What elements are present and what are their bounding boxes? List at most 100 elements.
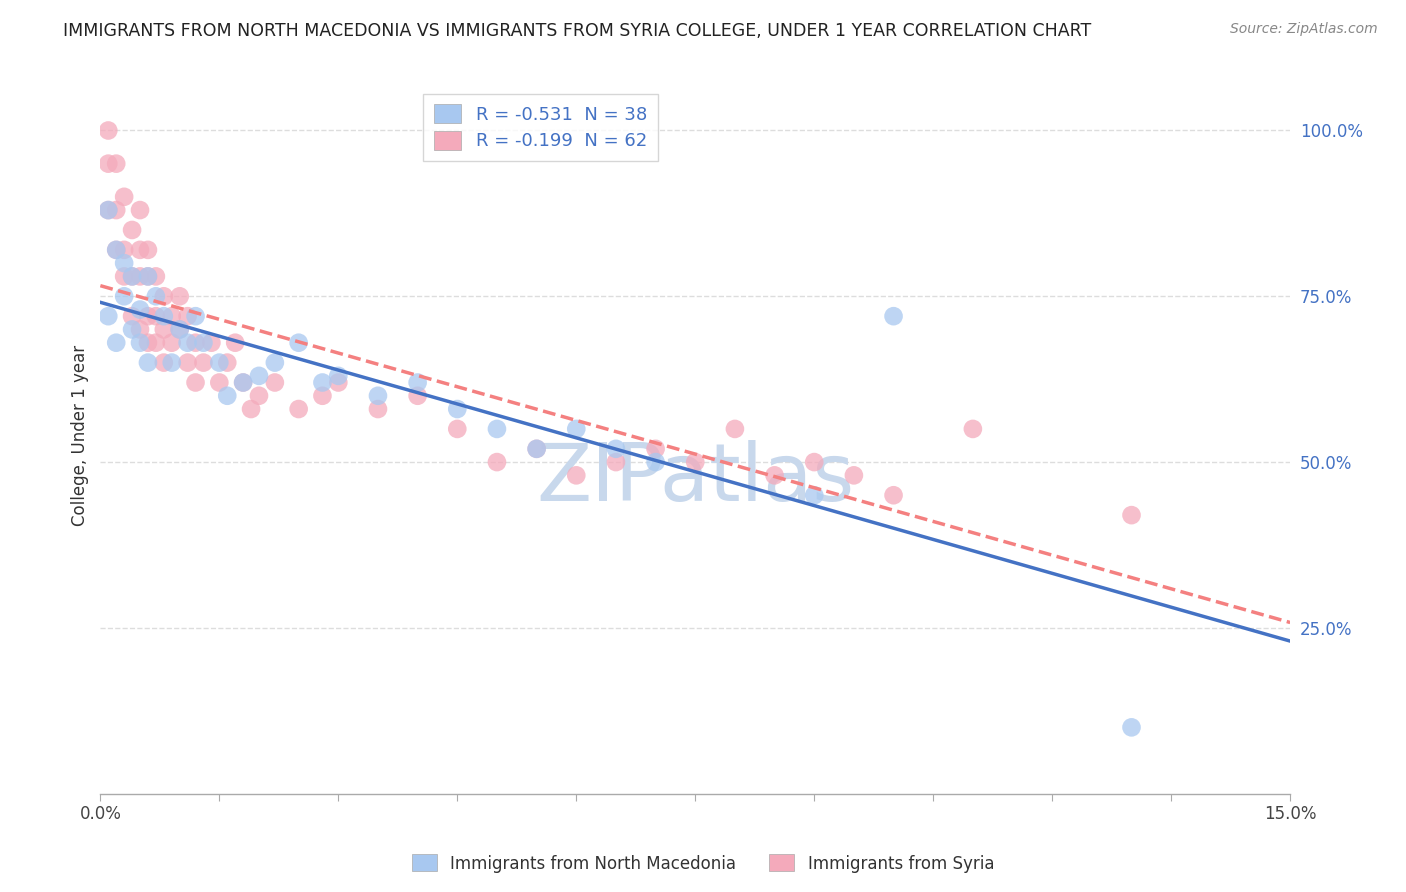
Point [136,243,159,257]
Point [367,402,389,417]
Point [193,356,215,370]
Point [160,335,183,350]
Legend: Immigrants from North Macedonia, Immigrants from Syria: Immigrants from North Macedonia, Immigra… [405,847,1001,880]
Point [129,302,152,317]
Point [105,335,128,350]
Point [136,335,159,350]
Point [112,243,135,257]
Point [485,422,508,436]
Point [105,243,128,257]
Point [683,455,706,469]
Point [644,455,666,469]
Point [105,203,128,218]
Legend: R = -0.531  N = 38, R = -0.199  N = 62: R = -0.531 N = 38, R = -0.199 N = 62 [423,94,658,161]
Point [121,322,143,336]
Point [129,243,152,257]
Point [263,356,285,370]
Point [247,389,270,403]
Point [526,442,548,456]
Point [145,289,167,303]
Point [328,376,350,390]
Point [1121,508,1143,523]
Point [145,269,167,284]
Point [883,488,905,502]
Point [406,376,429,390]
Point [842,468,865,483]
Text: IMMIGRANTS FROM NORTH MACEDONIA VS IMMIGRANTS FROM SYRIA COLLEGE, UNDER 1 YEAR C: IMMIGRANTS FROM NORTH MACEDONIA VS IMMIG… [63,22,1091,40]
Y-axis label: College, Under 1 year: College, Under 1 year [72,345,89,526]
Point [136,356,159,370]
Point [232,376,254,390]
Point [1121,720,1143,734]
Point [121,309,143,323]
Point [169,322,191,336]
Point [112,269,135,284]
Point [121,223,143,237]
Point [136,269,159,284]
Point [217,356,239,370]
Point [112,190,135,204]
Point [232,376,254,390]
Point [605,455,627,469]
Text: ZIPatlas: ZIPatlas [536,440,855,517]
Point [145,309,167,323]
Point [803,455,825,469]
Point [97,156,120,170]
Point [526,442,548,456]
Point [328,368,350,383]
Point [311,389,333,403]
Point [160,356,183,370]
Point [184,335,207,350]
Point [803,488,825,502]
Point [153,289,176,303]
Point [208,376,231,390]
Point [176,335,198,350]
Point [962,422,984,436]
Point [724,422,747,436]
Point [247,368,270,383]
Point [208,356,231,370]
Point [565,468,588,483]
Point [200,335,222,350]
Point [287,402,309,417]
Point [97,123,120,137]
Point [129,203,152,218]
Point [97,309,120,323]
Point [644,442,666,456]
Point [97,203,120,218]
Point [129,269,152,284]
Point [763,468,786,483]
Point [406,389,429,403]
Point [446,422,468,436]
Point [136,309,159,323]
Point [153,309,176,323]
Point [446,402,468,417]
Point [136,269,159,284]
Point [105,156,128,170]
Point [240,402,263,417]
Point [224,335,246,350]
Point [883,309,905,323]
Point [97,203,120,218]
Point [565,422,588,436]
Point [160,309,183,323]
Point [184,309,207,323]
Point [121,269,143,284]
Point [153,356,176,370]
Point [129,322,152,336]
Point [217,389,239,403]
Point [112,256,135,270]
Point [169,289,191,303]
Point [193,335,215,350]
Point [105,243,128,257]
Point [121,269,143,284]
Point [129,335,152,350]
Text: Source: ZipAtlas.com: Source: ZipAtlas.com [1230,22,1378,37]
Point [605,442,627,456]
Point [485,455,508,469]
Point [112,289,135,303]
Point [153,322,176,336]
Point [145,335,167,350]
Point [263,376,285,390]
Point [367,389,389,403]
